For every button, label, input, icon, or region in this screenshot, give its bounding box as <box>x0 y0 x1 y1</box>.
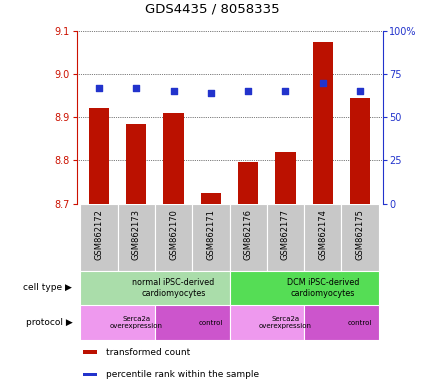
Text: GSM862174: GSM862174 <box>318 209 327 260</box>
Text: cell type ▶: cell type ▶ <box>23 283 72 293</box>
Point <box>320 79 326 86</box>
Bar <box>80 204 118 271</box>
Bar <box>80 305 155 340</box>
Bar <box>82 372 97 376</box>
Bar <box>267 204 304 271</box>
Text: GSM862171: GSM862171 <box>207 209 215 260</box>
Text: normal iPSC-derived
cardiomyocytes: normal iPSC-derived cardiomyocytes <box>133 278 215 298</box>
Text: DCM iPSC-derived
cardiomyocytes: DCM iPSC-derived cardiomyocytes <box>286 278 359 298</box>
Bar <box>163 113 184 204</box>
Bar <box>312 41 333 204</box>
Point <box>357 88 363 94</box>
Text: protocol ▶: protocol ▶ <box>26 318 72 327</box>
Bar <box>304 204 341 271</box>
Text: percentile rank within the sample: percentile rank within the sample <box>107 370 260 379</box>
Text: transformed count: transformed count <box>107 348 191 357</box>
Text: control: control <box>348 319 372 326</box>
Bar <box>201 193 221 204</box>
Point <box>170 88 177 94</box>
Bar <box>82 351 97 354</box>
Bar <box>230 204 267 271</box>
Bar <box>89 108 109 204</box>
Bar <box>238 162 258 204</box>
Point <box>245 88 252 94</box>
Bar <box>304 305 379 340</box>
Point <box>207 90 214 96</box>
Point <box>282 88 289 94</box>
Text: control: control <box>198 319 223 326</box>
Point <box>133 84 139 91</box>
Bar <box>341 204 379 271</box>
Point <box>96 84 102 91</box>
Text: GSM862177: GSM862177 <box>281 209 290 260</box>
Bar <box>275 152 296 204</box>
Bar <box>155 305 230 340</box>
Text: GSM862175: GSM862175 <box>356 209 365 260</box>
Text: GSM862170: GSM862170 <box>169 209 178 260</box>
Bar <box>350 98 370 204</box>
Text: GSM862172: GSM862172 <box>94 209 103 260</box>
Text: Serca2a
overexpression: Serca2a overexpression <box>110 316 163 329</box>
Bar <box>230 305 304 340</box>
Text: Serca2a
overexpression: Serca2a overexpression <box>259 316 312 329</box>
Bar <box>230 271 379 305</box>
Bar <box>192 204 230 271</box>
Bar <box>80 271 230 305</box>
Text: GDS4435 / 8058335: GDS4435 / 8058335 <box>145 2 280 15</box>
Bar <box>155 204 192 271</box>
Bar <box>118 204 155 271</box>
Text: GSM862176: GSM862176 <box>244 209 252 260</box>
Text: GSM862173: GSM862173 <box>132 209 141 260</box>
Bar <box>126 124 147 204</box>
